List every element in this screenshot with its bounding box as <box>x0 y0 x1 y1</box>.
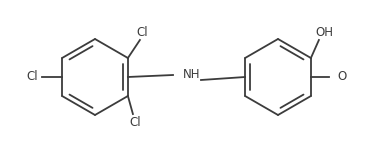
Text: Cl: Cl <box>26 71 38 84</box>
Text: NH: NH <box>183 69 201 82</box>
Text: OH: OH <box>315 26 333 38</box>
Text: Cl: Cl <box>136 26 148 38</box>
Text: O: O <box>337 71 346 84</box>
Text: Cl: Cl <box>129 115 141 128</box>
